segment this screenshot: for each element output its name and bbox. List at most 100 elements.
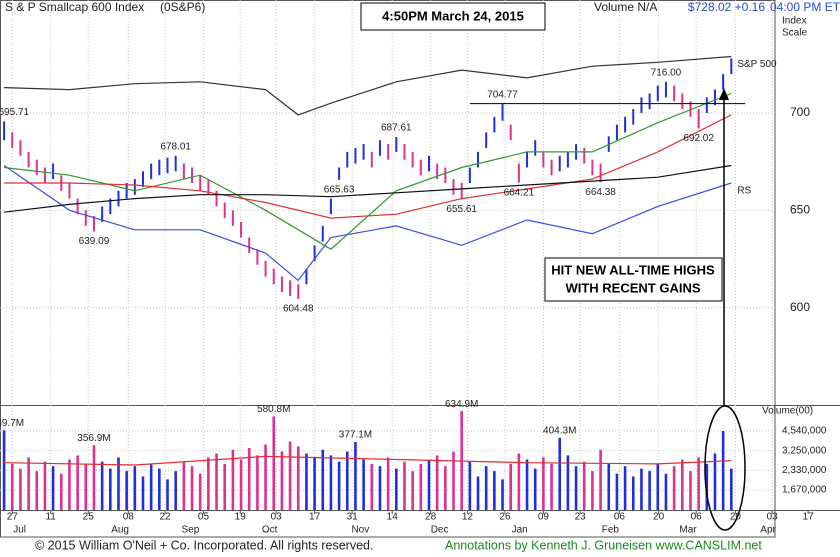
volume-bar <box>566 455 570 510</box>
volume-bar <box>280 451 284 510</box>
volume-bar <box>256 455 259 510</box>
volume-bar <box>329 455 333 510</box>
volume-bar <box>713 453 717 510</box>
volume-bar <box>427 459 431 510</box>
volume-bar <box>247 448 251 510</box>
volume-bar <box>672 466 676 510</box>
y-tick-label: 700 <box>790 105 810 119</box>
x-tick-label: 03 <box>767 512 779 523</box>
price-label: 687.61 <box>381 123 412 134</box>
volume-bar <box>337 461 341 510</box>
timestamp-box <box>360 2 546 31</box>
y-axis-label: Scale <box>782 28 807 39</box>
marks <box>2 55 733 510</box>
volume-bar <box>2 430 6 510</box>
month-label: Nov <box>351 525 369 536</box>
volume-bar <box>378 466 382 510</box>
volume-bar <box>182 461 186 510</box>
volume-bar <box>149 463 153 510</box>
month-label: Aug <box>111 525 129 536</box>
volume-bar <box>288 441 292 510</box>
quote-time: 04:00 PM ET <box>770 0 840 14</box>
x-tick-label: 11 <box>45 512 56 523</box>
x-tick-label: 08 <box>123 512 135 523</box>
price-label: 678.01 <box>160 141 191 152</box>
volume-bar <box>362 459 365 510</box>
volume-bar <box>84 463 88 510</box>
volume-average <box>4 455 732 466</box>
x-tick-label: 31 <box>347 512 359 523</box>
volume-bar <box>664 473 668 510</box>
volume-bar <box>501 479 504 510</box>
x-tick-label: 20 <box>653 512 665 523</box>
x-tick-label: 17 <box>309 512 321 523</box>
volume-bar <box>207 457 210 510</box>
price-label: 665.63 <box>324 184 355 195</box>
volume-bar <box>615 473 619 510</box>
volume-bar <box>476 476 480 510</box>
price-line <box>4 114 732 219</box>
x-tick-label: 20 <box>730 512 742 523</box>
volume-bar <box>582 461 586 510</box>
volume-bar <box>305 453 308 510</box>
volume-label: 356.9M <box>77 433 110 444</box>
volume-bar <box>264 444 267 510</box>
price-label: 604.48 <box>283 304 314 315</box>
price-line <box>3 165 732 282</box>
volume-bar <box>313 457 316 510</box>
volume-bar <box>125 471 128 510</box>
volume-bar <box>354 441 357 510</box>
volume-bar <box>190 466 194 510</box>
volume-bar <box>599 449 602 510</box>
volume-bar <box>35 471 39 510</box>
volume-axis-label: Volume(00) <box>762 406 813 417</box>
volume-bar <box>493 471 496 510</box>
x-tick-label: 03 <box>271 512 283 523</box>
volume-bar <box>533 468 537 510</box>
line-label: RS <box>737 186 751 197</box>
volume-bar <box>395 468 398 510</box>
x-tick-label: 19 <box>235 512 247 523</box>
volume-bar <box>174 471 177 510</box>
volume-bar <box>721 430 725 510</box>
month-label: Dec <box>431 525 449 536</box>
x-tick-label: 12 <box>462 512 474 523</box>
volume-bar <box>452 451 455 510</box>
volume-bar <box>574 466 578 510</box>
volume-bar <box>43 461 47 510</box>
volume-bar <box>231 449 235 510</box>
volume-bar <box>158 468 161 510</box>
volume-bar <box>321 449 325 510</box>
volume-bar <box>10 463 14 510</box>
volume-tick-label: 1,670,000 <box>782 485 827 496</box>
price-line <box>4 55 732 116</box>
volume-bar <box>223 463 227 510</box>
volume-bar <box>640 468 643 510</box>
volume-bar <box>141 476 145 510</box>
volume-bar <box>468 461 472 510</box>
volume-bar <box>697 457 700 510</box>
volume-bar <box>51 466 55 510</box>
price-line <box>4 92 732 250</box>
quote: $728.02 +0.16 <box>688 0 765 14</box>
month-label: Oct <box>262 525 278 536</box>
annotation-credit: Annotations by Kenneth J. Gruneisen www.… <box>445 538 762 552</box>
volume-bar <box>631 476 635 510</box>
volume-bar <box>484 466 488 510</box>
highlight-ellipse <box>704 405 746 531</box>
volume-bar <box>591 471 594 510</box>
volume-label: 580.8M <box>257 404 290 415</box>
annotation-box <box>544 257 723 302</box>
price-label: 664.21 <box>504 187 535 198</box>
price-label: 716.00 <box>651 67 682 78</box>
month-label: Feb <box>602 525 620 536</box>
x-tick-label: 23 <box>575 512 587 523</box>
arrow-head <box>719 88 729 100</box>
volume-bar <box>92 445 96 510</box>
plot-frame <box>0 0 776 538</box>
volume-bar <box>648 471 651 510</box>
volume-bar <box>215 453 218 510</box>
volume-tick-label: 3,250,000 <box>782 445 827 456</box>
volume-bar <box>370 463 374 510</box>
